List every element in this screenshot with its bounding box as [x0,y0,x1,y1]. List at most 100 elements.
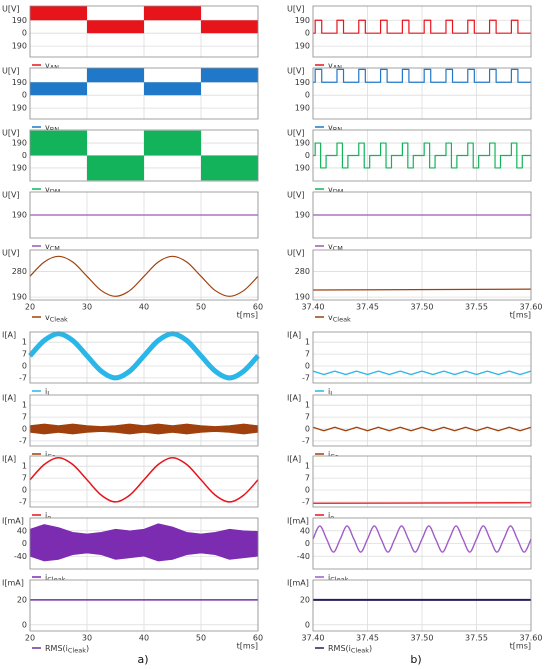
plot-border [29,5,259,58]
y-tick-label: 190 [295,211,310,220]
waveform [28,331,260,381]
waveform [313,19,531,34]
y-tick-label: 190 [295,293,310,302]
legend-text: CM [50,245,60,253]
y-axis-label: U[V] [287,191,305,200]
y-tick-label: 40 [300,526,310,535]
y-axis-label: I[A] [2,394,16,403]
y-tick-label: 0 [22,539,27,548]
y-tick-label: 20 [17,595,27,604]
y-tick-label: 190 [12,16,27,25]
y-tick-label: 1 [22,462,27,471]
legend: vDM [328,185,343,196]
plot-border [29,249,259,301]
x-tick-label: 60 [253,303,263,312]
legend-text: v [45,242,50,251]
y-tick-label: 280 [12,267,27,276]
x-tick-label: 20 [25,303,35,312]
legend-text: CM [333,245,343,253]
x-tick-label: 37.50 [411,634,434,643]
caption: b) [410,653,421,666]
plot-border [312,5,532,58]
y-tick-label: -40 [297,552,310,561]
y-tick-label: 0 [22,425,27,434]
legend-text: v [45,185,50,194]
x-tick-label: 30 [82,303,92,312]
y-tick-label: -40 [14,552,27,561]
legend-text: v [45,61,50,70]
y-tick-label: -7 [302,497,310,506]
legend-text: i [45,387,47,396]
y-tick-label: 7 [305,413,310,422]
legend-text: v [328,313,333,322]
plot-border [29,455,259,508]
waveform [29,456,259,503]
plot-border [312,249,532,301]
waveform [313,68,531,83]
x-tick-label: 40 [139,303,149,312]
y-tick-label: -7 [302,436,310,445]
y-tick-label: 20 [300,595,310,604]
x-tick-label: 50 [196,634,206,643]
pwm-block [87,155,144,181]
legend-text: Cleak [50,316,68,324]
x-tick-label: 40 [139,634,149,643]
plot-border [312,394,532,447]
legend: vCleak [45,313,68,324]
plot-border [312,331,532,384]
y-axis-label: I[A] [2,455,16,464]
y-axis-label: I[mA] [2,579,24,588]
x-tick-label: 37.40 [302,634,325,643]
y-tick-label: 190 [295,42,310,51]
plot-border [29,129,259,182]
legend-text: i [328,450,330,459]
legend: iL [45,387,51,398]
y-axis-label: I[mA] [287,579,309,588]
legend-text: AN [333,64,342,72]
y-tick-label: 0 [305,29,310,38]
caption: a) [137,653,148,666]
y-tick-label: 7 [22,350,27,359]
plot-border [312,517,532,570]
pwm-block [30,6,87,21]
plot-border [29,331,259,384]
y-axis-label: U[V] [2,249,20,258]
y-tick-label: 0 [22,151,27,160]
legend-text: Cleak [333,316,351,324]
y-axis-label: I[mA] [2,517,24,526]
y-tick-label: 280 [295,267,310,276]
x-tick-label: 37.45 [356,634,379,643]
legend: io [328,511,334,522]
y-tick-label: 0 [22,620,27,629]
pwm-block [30,82,87,96]
legend-text: Cleak [351,647,369,655]
legend-text: ) [369,644,372,653]
legend-text: Cleak [47,576,65,584]
y-tick-label: 190 [12,293,27,302]
y-axis-label: I[A] [2,331,16,340]
legend-text: o [47,514,51,522]
plot-border [312,129,532,182]
pwm-block [201,68,258,83]
legend-text: DM [50,188,61,196]
legend: RMS(iCleak) [328,644,372,655]
x-tick-label: 37.55 [465,634,488,643]
waveform [29,255,259,297]
x-tick-label: 37.40 [302,303,325,312]
y-tick-label: 0 [305,151,310,160]
x-tick-label: 60 [253,634,263,643]
y-tick-label: 0 [305,539,310,548]
plot-border [312,455,532,508]
y-tick-label: 190 [12,78,27,87]
legend-text: ) [86,644,89,653]
legend-text: o [330,514,334,522]
plot-border [29,394,259,447]
y-tick-label: 0 [305,620,310,629]
legend-text: DM [333,188,344,196]
y-tick-label: 40 [17,526,27,535]
x-tick-label: 30 [82,634,92,643]
y-tick-label: 1 [305,338,310,347]
legend: vAN [45,61,59,72]
